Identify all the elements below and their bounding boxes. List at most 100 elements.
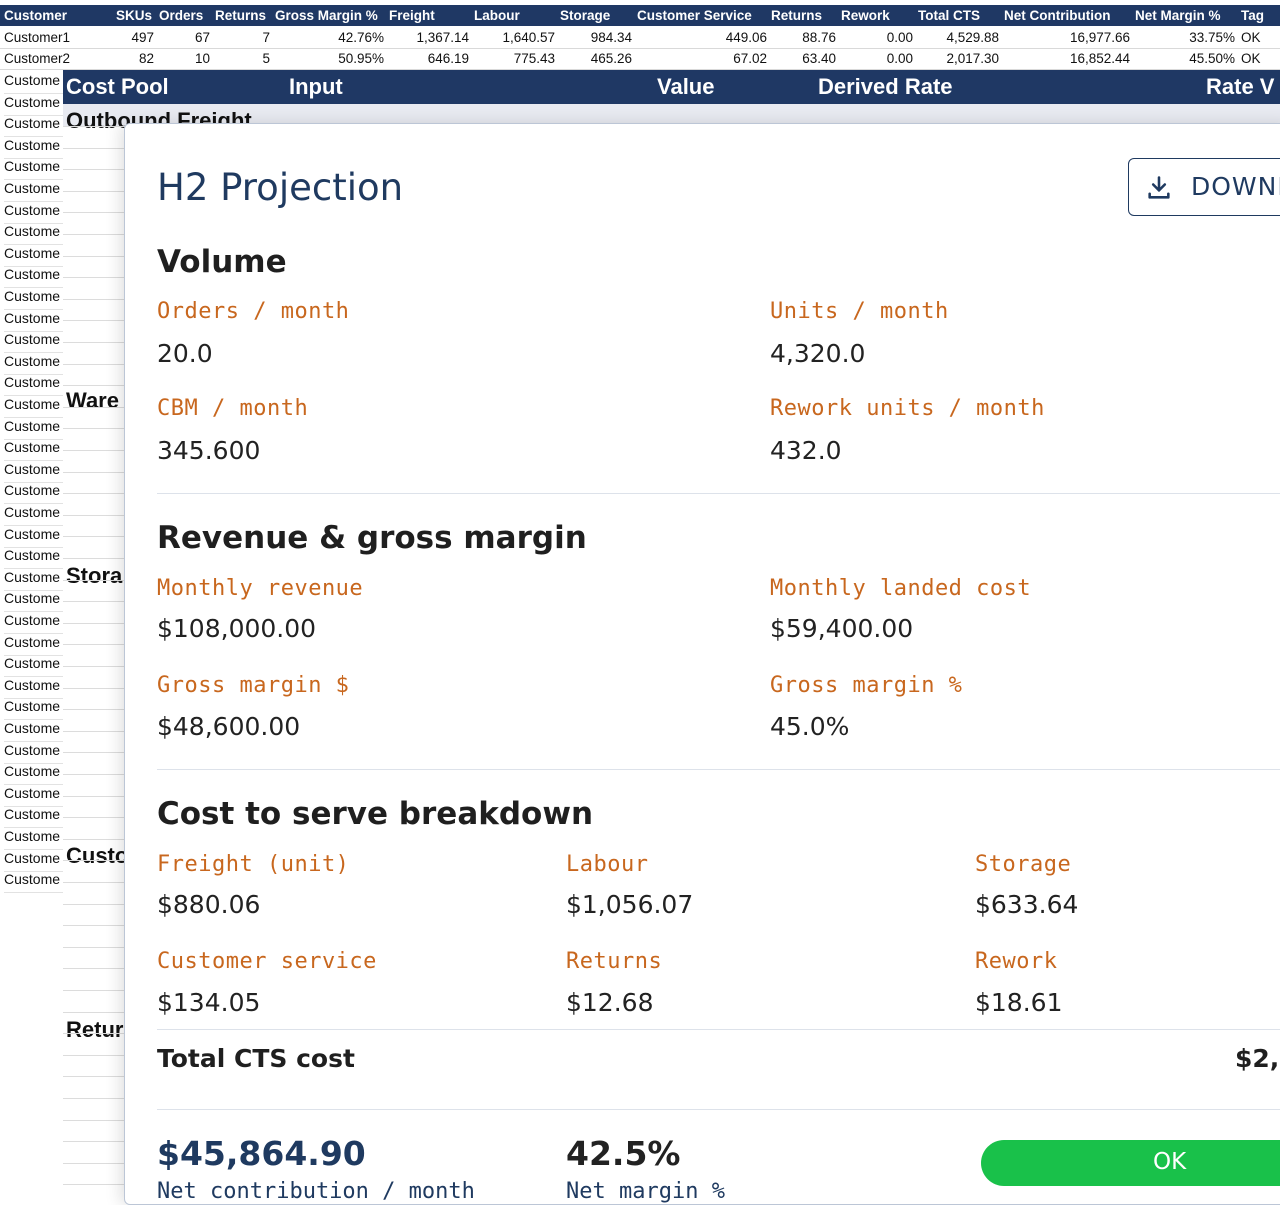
col-input[interactable]: Input bbox=[289, 74, 343, 99]
cell-customer-service: 67.02 bbox=[733, 51, 767, 66]
net-margin-value: 42.5% bbox=[566, 1134, 681, 1173]
download-label: DOWNL bbox=[1191, 172, 1280, 201]
customer-cell[interactable]: Custome bbox=[4, 396, 64, 418]
table-row[interactable]: Customer2 82 10 5 50.95% 646.19 775.43 4… bbox=[0, 48, 1280, 70]
col-labour[interactable]: Labour bbox=[474, 8, 520, 23]
col-customer-service[interactable]: Customer Service bbox=[637, 8, 752, 23]
customer-cell[interactable]: Custome bbox=[4, 72, 64, 94]
col-net-contribution[interactable]: Net Contribution bbox=[1004, 8, 1111, 23]
customer-cell[interactable]: Custome bbox=[4, 677, 64, 699]
col-skus[interactable]: SKUs bbox=[116, 8, 153, 23]
monthly-revenue-label: Monthly revenue bbox=[157, 576, 364, 601]
customer-cell[interactable]: Custome bbox=[4, 482, 64, 505]
cell-returns-cost: 88.76 bbox=[802, 30, 836, 45]
customer-cell[interactable]: Custome bbox=[4, 504, 64, 526]
customer-cell[interactable]: Custome bbox=[4, 158, 64, 181]
customer-service-value: $134.05 bbox=[157, 988, 261, 1017]
customer-cell[interactable]: Custome bbox=[4, 698, 64, 721]
storage-label: Storage bbox=[975, 852, 1072, 877]
customer-cell[interactable]: Custome bbox=[4, 94, 64, 116]
customer-cell[interactable]: Custome bbox=[4, 763, 64, 786]
cost-pool-header: Cost Pool Input Value Derived Rate Rate … bbox=[63, 70, 1280, 104]
orders-label: Orders / month bbox=[157, 299, 350, 324]
col-customer[interactable]: Customer bbox=[4, 8, 68, 23]
col-gross-margin[interactable]: Gross Margin % bbox=[275, 8, 378, 23]
col-orders[interactable]: Orders bbox=[159, 8, 204, 23]
customer-cell[interactable]: Custome bbox=[4, 439, 64, 462]
customer-cell[interactable]: Custome bbox=[4, 310, 64, 332]
cell-rework: 0.00 bbox=[886, 51, 913, 66]
customer-cell[interactable]: Custome bbox=[4, 850, 64, 872]
col-rate-v[interactable]: Rate V bbox=[1206, 74, 1275, 99]
orders-value: 20.0 bbox=[157, 339, 213, 368]
customer-cell[interactable]: Custome bbox=[4, 547, 64, 570]
customer-cell[interactable]: Custome bbox=[4, 806, 64, 829]
status-label: OK bbox=[1153, 1149, 1187, 1175]
col-total-cts[interactable]: Total CTS bbox=[918, 8, 980, 23]
customer-service-label: Customer service bbox=[157, 949, 377, 974]
customer-cell[interactable]: Custome bbox=[4, 202, 64, 224]
customer-cell[interactable]: Custome bbox=[4, 590, 64, 613]
col-returns-cost[interactable]: Returns bbox=[771, 8, 823, 23]
customer-cell[interactable]: Custome bbox=[4, 245, 64, 267]
cell-tag: OK bbox=[1241, 30, 1261, 45]
col-cost-pool[interactable]: Cost Pool bbox=[66, 74, 169, 99]
customer-cell[interactable]: Custome bbox=[4, 331, 64, 354]
labour-label: Labour bbox=[566, 852, 649, 877]
cell-freight: 646.19 bbox=[427, 51, 469, 66]
section-storage: Stora bbox=[66, 563, 123, 588]
customer-cell[interactable]: Custome bbox=[4, 115, 64, 138]
revenue-title: Revenue & gross margin bbox=[157, 520, 587, 556]
net-margin-label: Net margin % bbox=[566, 1179, 725, 1204]
status-badge: OK bbox=[981, 1140, 1280, 1186]
landed-cost-value: $59,400.00 bbox=[770, 614, 914, 643]
customer-cell[interactable]: Custome bbox=[4, 266, 64, 289]
customer-cell[interactable]: Custome bbox=[4, 655, 64, 678]
cell-total-cts: 2,017.30 bbox=[946, 51, 999, 66]
gross-margin-pct-value: 45.0% bbox=[770, 712, 850, 741]
h2-projection-modal: H2 Projection DOWNL Volume Orders / mont… bbox=[124, 123, 1280, 1205]
customer-cell[interactable]: Custome bbox=[4, 180, 64, 202]
cell-storage: 984.34 bbox=[590, 30, 632, 45]
customer-cell[interactable]: Custome bbox=[4, 871, 64, 894]
customer-cell[interactable]: Custome bbox=[4, 785, 64, 807]
cell-orders: 10 bbox=[194, 51, 210, 66]
customer-cell[interactable]: Custome bbox=[4, 353, 64, 375]
customer-cell[interactable]: Custome bbox=[4, 720, 64, 742]
customer-cell[interactable]: Custome bbox=[4, 612, 64, 634]
col-value[interactable]: Value bbox=[657, 74, 715, 99]
table-row[interactable]: Customer1 497 67 7 42.76% 1,367.14 1,640… bbox=[0, 27, 1280, 49]
section-returns: Retur bbox=[66, 1017, 124, 1042]
col-rework[interactable]: Rework bbox=[841, 8, 890, 23]
customer-cell[interactable]: Custome bbox=[4, 828, 64, 850]
gross-margin-pct-label: Gross margin % bbox=[770, 673, 963, 698]
cell-net-contribution: 16,977.66 bbox=[1069, 30, 1130, 45]
sheet-header-row: Customer SKUs Orders Returns Gross Margi… bbox=[0, 5, 1280, 26]
cell-orders: 67 bbox=[194, 30, 210, 45]
col-freight[interactable]: Freight bbox=[389, 8, 435, 23]
col-returns[interactable]: Returns bbox=[215, 8, 267, 23]
customer-cell[interactable]: Custome bbox=[4, 223, 64, 246]
customer-cell[interactable]: Custome bbox=[4, 374, 64, 397]
customer-cell[interactable]: Custome bbox=[4, 418, 64, 440]
col-net-margin[interactable]: Net Margin % bbox=[1135, 8, 1221, 23]
customer-cell[interactable]: Custome bbox=[4, 461, 64, 483]
cell-skus: 497 bbox=[131, 30, 154, 45]
units-value: 4,320.0 bbox=[770, 339, 866, 368]
customer-cell[interactable]: Custome bbox=[4, 137, 64, 159]
customer-cell[interactable]: Custome bbox=[4, 569, 64, 591]
customer-column: Custome Custome Custome Custome Custome Custo… bbox=[0, 70, 64, 894]
customer-cell[interactable]: Custome bbox=[4, 288, 64, 310]
cell-returns: 5 bbox=[262, 51, 270, 66]
col-tag[interactable]: Tag bbox=[1241, 8, 1264, 23]
customer-cell[interactable]: Custome bbox=[4, 634, 64, 656]
download-button[interactable]: DOWNL bbox=[1128, 158, 1280, 216]
total-cts-value: $2,7 bbox=[1235, 1044, 1280, 1073]
col-storage[interactable]: Storage bbox=[560, 8, 611, 23]
gross-margin-label: Gross margin $ bbox=[157, 673, 350, 698]
col-derived-rate[interactable]: Derived Rate bbox=[818, 74, 953, 99]
cell-freight: 1,367.14 bbox=[416, 30, 469, 45]
customer-cell[interactable]: Custome bbox=[4, 526, 64, 548]
cbm-label: CBM / month bbox=[157, 396, 309, 421]
customer-cell[interactable]: Custome bbox=[4, 742, 64, 764]
